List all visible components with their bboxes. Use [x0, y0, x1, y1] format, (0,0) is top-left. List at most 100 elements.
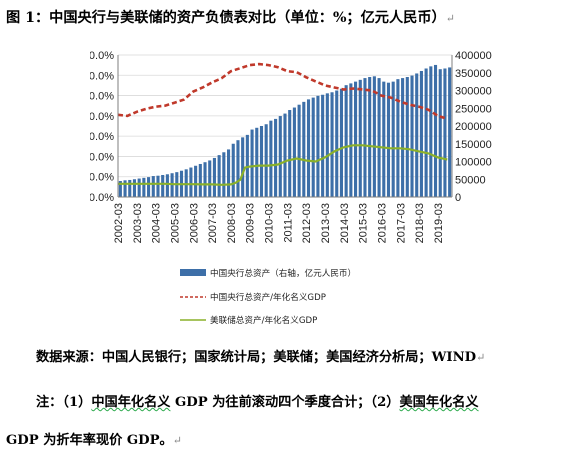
legend-label: 中国央行总资产/年化名义GDP [210, 291, 326, 303]
bar [245, 134, 249, 198]
bar [391, 81, 395, 198]
us-ratio-line [118, 144, 448, 186]
x-tick-label: 2013-03 [320, 203, 332, 243]
bar [198, 163, 202, 197]
bar [236, 140, 240, 197]
chart: 0.0% 10.0% 20.0% 30.0% 40.0% 50.0% 60.0% 70.0% 0… [83, 43, 520, 333]
bar [382, 81, 386, 198]
bar [288, 110, 292, 197]
bar [151, 176, 155, 197]
bar [250, 129, 254, 197]
right-tick-label: 350000 [455, 68, 492, 80]
bar [142, 177, 146, 197]
bar [354, 81, 358, 198]
bar [405, 77, 409, 197]
bar [396, 79, 400, 197]
x-tick-label: 2014-03 [339, 203, 351, 243]
bar [358, 79, 362, 197]
bar [302, 101, 306, 197]
bar [330, 92, 334, 197]
x-tick-label: 2019-03 [433, 203, 445, 243]
legend-swatch-china-assets [180, 269, 206, 276]
bar [448, 67, 452, 198]
bar [241, 137, 245, 197]
bar [429, 66, 433, 197]
right-tick-label: 400000 [455, 50, 492, 62]
x-tick-label: 2010-03 [264, 203, 276, 243]
right-tick-label: 0 [455, 192, 461, 204]
x-tick-label: 2004-03 [151, 203, 163, 243]
bar [368, 77, 372, 197]
note-text-b: 中国年化名义 [91, 395, 171, 410]
left-tick-label: 70.0% [90, 50, 114, 62]
x-tick-label: 2005-03 [170, 203, 182, 243]
x-tick-label: 2012-03 [301, 203, 313, 243]
x-tick-label: 2016-03 [376, 203, 388, 243]
bar [189, 167, 193, 197]
x-tick-label: 2002-03 [113, 203, 125, 243]
note-line-1: 注：（1）中国年化名义 GDP 为往前滚动四个季度合计；（2）美国年化名义 [36, 391, 566, 410]
bar [297, 104, 301, 197]
right-tick-label: 50000 [455, 174, 486, 186]
bar [255, 127, 259, 197]
bar [443, 68, 447, 198]
chart-svg: 0.0% 10.0% 20.0% 30.0% 40.0% 50.0% 60.0% 70.0% 0… [83, 50, 492, 326]
left-tick-label: 60.0% [90, 70, 114, 82]
bar [415, 73, 419, 197]
x-tick-label: 2007-03 [207, 203, 219, 243]
bar [264, 124, 268, 197]
bar [274, 118, 278, 197]
note-text-e: GDP 为折年率现价 GDP。 [6, 433, 173, 448]
bar [349, 83, 353, 197]
bar [156, 175, 160, 197]
right-tick-label: 250000 [455, 103, 492, 115]
note-text-d: 美国年化名义 [399, 395, 479, 410]
figure-title-text: 图 1：中国央行与美联储的资产负债表对比（单位：%；亿元人民币） [6, 10, 446, 26]
china-ratio-line [117, 62, 448, 121]
x-tick-label: 2006-03 [188, 203, 200, 243]
bar [386, 82, 391, 197]
bar [194, 165, 198, 197]
bar [339, 88, 343, 197]
title-return-mark: ↵ [445, 12, 455, 25]
bar [401, 78, 405, 197]
bar [203, 162, 207, 197]
bar [128, 179, 132, 197]
legend-label: 中国央行总资产（右轴，亿元人民币） [210, 267, 356, 279]
bar [231, 143, 235, 197]
bar [222, 152, 226, 197]
bar [165, 174, 169, 197]
right-tick-label: 200000 [455, 121, 492, 133]
x-tick-label: 2011-03 [282, 203, 294, 243]
left-tick-label: 30.0% [90, 131, 114, 143]
x-tick-label: 2018-03 [414, 203, 426, 243]
note-return-mark: ↵ [172, 434, 182, 447]
bar [227, 149, 231, 197]
source-text: 数据来源：中国人民银行；国家统计局；美联储；美国经济分析局；WIND [36, 350, 477, 365]
bar [433, 64, 438, 197]
bar [259, 126, 264, 197]
x-tick-label: 2017-03 [395, 203, 407, 243]
bar [377, 78, 381, 197]
bar [321, 94, 325, 197]
bar [217, 155, 221, 197]
bar [325, 93, 329, 197]
bar [344, 85, 348, 197]
source-return-mark: ↵ [476, 351, 486, 364]
bar [372, 76, 376, 197]
bar [311, 97, 315, 197]
bar [292, 107, 296, 197]
bar [283, 113, 287, 197]
left-tick-label: 50.0% [90, 91, 114, 103]
bar [118, 181, 122, 197]
bar [161, 174, 165, 197]
left-tick-label: 0.0% [90, 192, 114, 204]
bar [278, 116, 282, 197]
bar [137, 178, 141, 197]
note-text-a: 注：（1） [36, 395, 92, 410]
figure-title: 图 1：中国央行与美联储的资产负债表对比（单位：%；亿元人民币）↵ [6, 7, 562, 31]
bar [212, 157, 216, 197]
right-tick-label: 100000 [455, 157, 492, 169]
bar [335, 90, 339, 197]
bar [147, 177, 151, 197]
